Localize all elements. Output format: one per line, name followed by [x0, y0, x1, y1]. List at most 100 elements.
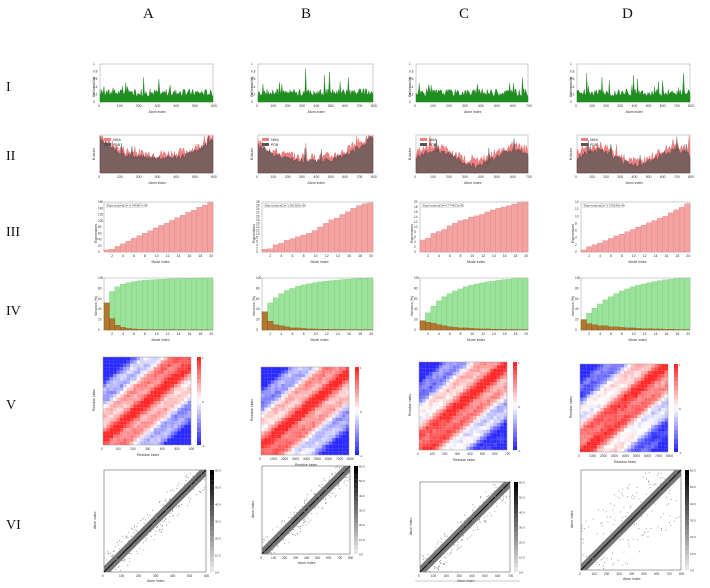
cumulative-variance-bar	[452, 290, 458, 331]
x-tick-label: 800	[679, 572, 685, 576]
y-tick-label: 20	[256, 318, 260, 322]
cumulative-variance-bar	[120, 284, 126, 331]
heatmap-cell	[281, 394, 285, 398]
heatmap-cell	[147, 424, 151, 429]
heatmap-cell	[425, 368, 430, 373]
heatmap-cell	[593, 411, 597, 415]
heatmap-cell	[133, 357, 137, 361]
heatmap-cell	[311, 438, 316, 442]
heatmap-cell	[661, 411, 665, 415]
heatmap-cell	[103, 397, 107, 402]
heatmap-cell	[432, 443, 436, 447]
contact-point	[444, 536, 446, 537]
heatmap-cell	[136, 397, 141, 402]
heatmap-cell	[596, 428, 601, 432]
x-axis-label: Residue index	[295, 463, 317, 467]
heatmap-cell	[338, 421, 343, 425]
heatmap-cell	[130, 357, 134, 361]
heatmap-cell	[654, 445, 658, 449]
contact-point	[145, 540, 146, 542]
heatmap-cell	[147, 384, 151, 388]
heatmap-cell	[580, 370, 584, 375]
colorbar-segment	[197, 392, 201, 397]
heatmap-cell	[596, 384, 601, 388]
heatmap-cell	[133, 407, 137, 412]
contact-point	[652, 484, 654, 486]
heatmap-cell	[634, 380, 638, 385]
heatmap-cell	[311, 367, 316, 371]
individual-variance-bar	[441, 325, 448, 331]
heatmap-cell	[264, 383, 268, 388]
contact-point	[663, 490, 665, 492]
heatmap-cell	[466, 365, 470, 369]
heatmap-cell	[123, 373, 127, 378]
heatmap-cell	[610, 394, 614, 398]
heatmap-cell	[315, 411, 319, 415]
heatmap-cell	[459, 399, 464, 403]
heatmap-cell	[496, 372, 501, 376]
heatmap-cell	[476, 402, 480, 407]
heatmap-cell	[466, 395, 470, 400]
contact-point	[623, 506, 625, 508]
heatmap-cell	[305, 441, 309, 445]
heatmap-cell	[634, 394, 638, 398]
diagonal-line	[419, 481, 511, 573]
contact-point	[305, 521, 306, 522]
heatmap-cell	[620, 441, 625, 446]
heatmap-cell	[342, 441, 346, 445]
contact-point	[345, 485, 347, 487]
legend-label-nma: NMA	[113, 138, 121, 142]
row-header-vi: VI	[6, 518, 21, 533]
heatmap-cell	[446, 433, 450, 437]
y-tick-label: 14	[414, 215, 418, 219]
heatmap-cell	[157, 380, 161, 385]
heatmap-cell	[580, 367, 584, 371]
heatmap-cell	[143, 404, 148, 408]
heatmap-cell	[661, 380, 665, 385]
heatmap-cell	[627, 397, 631, 402]
eigenvalue-bar	[608, 238, 614, 253]
heatmap-cell	[593, 424, 597, 429]
heatmap-cell	[459, 419, 464, 423]
heatmap-cell	[624, 370, 628, 375]
colorbar-segment	[355, 384, 359, 390]
contact-point	[330, 496, 332, 498]
heatmap-cell	[634, 418, 638, 422]
contact-point	[458, 548, 460, 549]
contact-point	[304, 502, 306, 504]
heatmap-cell	[590, 411, 594, 415]
y-tick-label: 0.6	[251, 77, 256, 81]
contact-point	[491, 495, 493, 497]
contact-point	[487, 515, 489, 517]
heatmap-cell	[583, 367, 587, 371]
cumulative-variance-bar	[306, 283, 313, 331]
heatmap-cell	[644, 387, 648, 392]
heatmap-cell	[479, 426, 484, 430]
contact-point	[441, 544, 442, 545]
colorbar-tick-label: 30.0	[359, 509, 365, 513]
cumulative-variance-bar	[500, 279, 507, 331]
heatmap-cell	[466, 385, 470, 390]
heatmap-cell	[476, 382, 480, 386]
heatmap-cell	[177, 370, 181, 374]
heatmap-cell	[456, 372, 460, 376]
heatmap-cell	[163, 397, 168, 402]
heatmap-cell	[174, 370, 178, 374]
heatmap-cell	[486, 446, 491, 451]
x-tick-label: 4	[280, 332, 282, 336]
heatmap-cell	[298, 367, 302, 371]
deformability-series	[415, 77, 529, 103]
heatmap-cell	[490, 429, 494, 434]
eigenvalue-bar	[684, 203, 691, 253]
heatmap-cell	[593, 441, 597, 446]
heatmap-cell	[664, 438, 669, 442]
colorbar-segment	[210, 470, 214, 476]
heatmap-cell	[432, 416, 436, 420]
contact-point	[581, 524, 583, 526]
heatmap-cell	[150, 441, 154, 446]
heatmap-cell	[291, 377, 295, 381]
heatmap-cell	[503, 419, 508, 423]
heatmap-cell	[607, 397, 611, 402]
heatmap-cell	[184, 434, 188, 439]
heatmap-cell	[459, 439, 464, 444]
